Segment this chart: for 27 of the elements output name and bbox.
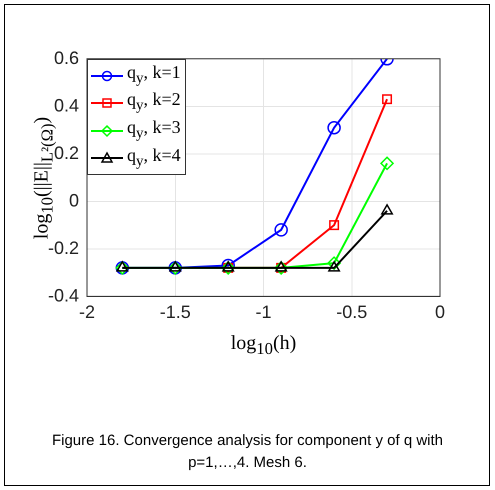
y-tick-label: 0.6 <box>54 48 80 68</box>
point <box>380 156 394 170</box>
y-tick-label: 0.2 <box>54 142 80 163</box>
point <box>329 220 340 230</box>
point <box>327 120 341 134</box>
legend-label: q$_{y}$, k=4 <box>127 144 181 172</box>
x-tick-label: -0.5 <box>336 302 368 322</box>
legend-label: q$_{y}$, k=1 <box>127 62 181 88</box>
point <box>328 261 340 272</box>
point <box>274 223 288 237</box>
caption: Figure 16. Convergence analysis for component y of q with p=1,…,4. Mesh 6. <box>50 431 444 473</box>
point <box>381 204 393 215</box>
point <box>169 261 182 272</box>
x-tick-label: -1 <box>256 302 272 322</box>
y-tick-label: -0.4 <box>48 285 80 306</box>
x-axis-title: log$_{10}$(h) <box>230 332 296 359</box>
y-tick-label: 0.4 <box>54 95 80 116</box>
point <box>382 94 392 104</box>
x-tick-label: -1.5 <box>160 302 191 322</box>
legend-label: q$_{y}$, k=3 <box>127 116 181 144</box>
x-tick-label: 0 <box>434 302 446 322</box>
legend-label: q$_{y}$, k=2 <box>127 89 181 116</box>
y-tick-label: -0.2 <box>48 238 80 258</box>
point <box>116 261 128 272</box>
x-tick-label: -2 <box>79 302 96 322</box>
point <box>327 256 341 270</box>
y-tick-label: 0 <box>69 190 80 210</box>
